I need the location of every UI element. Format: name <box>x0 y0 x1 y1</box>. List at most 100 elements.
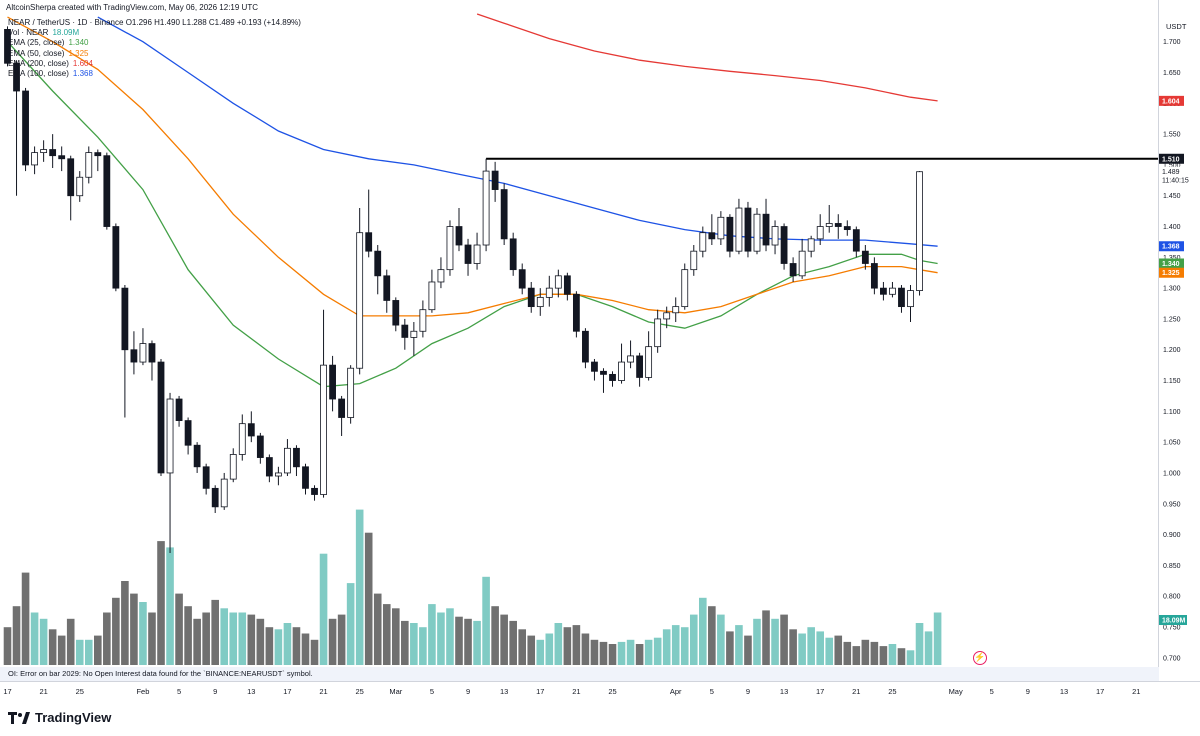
volume-bar <box>455 616 463 665</box>
candle-body <box>311 487 318 495</box>
candle-body <box>383 275 391 301</box>
legend-row[interactable]: EMA (25, close) 1.340 <box>8 38 301 48</box>
candle-body <box>85 152 93 178</box>
legend-row[interactable]: EMA (50, close) 1.325 <box>8 49 301 59</box>
volume-bar <box>924 631 933 665</box>
volume-bar <box>518 629 527 665</box>
candle-body <box>374 250 382 277</box>
candle-body <box>13 62 20 92</box>
volume-bar <box>708 606 716 665</box>
volume-bar <box>482 576 490 665</box>
candle-body <box>49 149 57 157</box>
volume-bar <box>906 650 915 665</box>
volume-bar <box>870 641 879 665</box>
candle-body <box>681 269 689 308</box>
volume-bar <box>346 583 355 665</box>
x-tick-label: Mar <box>389 687 402 696</box>
legend-row[interactable]: EMA (200, close) 1.604 <box>8 59 301 69</box>
x-tick-label: 25 <box>355 687 363 696</box>
price-label: 1.340 <box>1162 261 1180 268</box>
volume-bar <box>66 618 75 665</box>
symbol-name: NEAR / TetherUS · 1D · Binance <box>8 18 124 27</box>
candle-body <box>726 216 734 252</box>
symbol-line[interactable]: NEAR / TetherUS · 1D · Binance O1.296 H1… <box>8 18 301 28</box>
candle-body <box>428 281 436 311</box>
volume-bar <box>617 641 626 665</box>
candle-body <box>356 232 364 369</box>
candle-body <box>708 232 716 240</box>
volume-bar <box>644 639 653 665</box>
y-tick-label: 0.900 <box>1163 532 1181 539</box>
candle-body <box>220 478 228 508</box>
volume-bar <box>419 627 427 665</box>
x-tick-label: 5 <box>710 687 714 696</box>
legend-label: Vol · NEAR <box>8 28 49 38</box>
candle-body <box>753 213 761 252</box>
legend-row[interactable]: EMA (100, close) 1.368 <box>8 69 301 79</box>
volume-bar <box>509 620 517 665</box>
x-tick-label: 13 <box>247 687 255 696</box>
candle-body <box>816 226 824 240</box>
candle-body <box>121 287 129 351</box>
ohlc-values: O1.296 H1.490 L1.288 C1.489 +0.193 (+14.… <box>125 18 301 27</box>
y-tick-label: 1.200 <box>1163 347 1181 354</box>
x-tick-label: 17 <box>1096 687 1104 696</box>
candle-body <box>238 423 246 455</box>
candle-body <box>843 226 851 231</box>
candle-body <box>627 355 634 363</box>
volume-bar <box>843 641 852 665</box>
volume-bar <box>12 606 21 665</box>
candle-body <box>618 361 625 381</box>
status-text: OI: Error on bar 2029: No Open Interest … <box>8 669 313 678</box>
candle-body <box>636 355 643 378</box>
volume-bar <box>653 637 662 665</box>
candle-body <box>582 330 589 363</box>
volume-bar <box>771 618 779 665</box>
volume-bar <box>816 631 824 665</box>
y-tick-label: 1.000 <box>1163 470 1181 477</box>
volume-bar <box>635 644 644 665</box>
candle-body <box>789 263 797 277</box>
volume-bar <box>491 606 499 665</box>
volume-bar <box>3 627 12 665</box>
candle-body <box>518 269 526 289</box>
y-tick-label: 0.950 <box>1163 501 1181 508</box>
lightning-icon[interactable]: ⚡ <box>973 651 987 665</box>
x-tick-label: 21 <box>1132 687 1140 696</box>
candle-body <box>491 170 499 190</box>
volume-bar <box>328 618 337 665</box>
volume-bar <box>229 612 238 665</box>
volume-bar <box>30 612 39 665</box>
volume-bar <box>292 627 301 665</box>
candle-body <box>103 155 111 227</box>
volume-bar <box>301 633 310 665</box>
volume-bar <box>897 648 906 665</box>
candle-body <box>211 487 219 508</box>
candle-body <box>861 250 869 264</box>
volume-bar <box>626 639 635 665</box>
candle-body <box>825 223 833 227</box>
ema-200-line <box>476 13 938 102</box>
tradingview-brand[interactable]: TradingView <box>8 710 111 725</box>
x-tick-label: 21 <box>852 687 860 696</box>
volume-bar <box>148 612 156 665</box>
volume-bar <box>807 627 815 665</box>
candle-body <box>870 263 878 289</box>
volume-bar <box>211 599 219 665</box>
plot-area <box>0 0 1158 667</box>
candle-body <box>347 367 355 418</box>
candle-body <box>889 287 896 295</box>
candle-body <box>780 226 788 264</box>
legend-row[interactable]: Vol · NEAR 18.09M <box>8 28 301 38</box>
volume-bar <box>274 629 283 665</box>
y-tick-label: 0.850 <box>1163 563 1181 570</box>
candle-body <box>645 346 653 378</box>
volume-bar <box>608 644 617 665</box>
volume-bar <box>680 627 689 665</box>
candle-body <box>365 232 373 252</box>
candle-body <box>274 472 282 477</box>
candle-body <box>22 90 29 166</box>
status-bar: OI: Error on bar 2029: No Open Interest … <box>0 667 1159 681</box>
price-chart[interactable]: USDT1.7001.6501.6001.5501.5001.4501.4001… <box>0 0 1200 700</box>
x-tick-label: May <box>949 687 963 696</box>
